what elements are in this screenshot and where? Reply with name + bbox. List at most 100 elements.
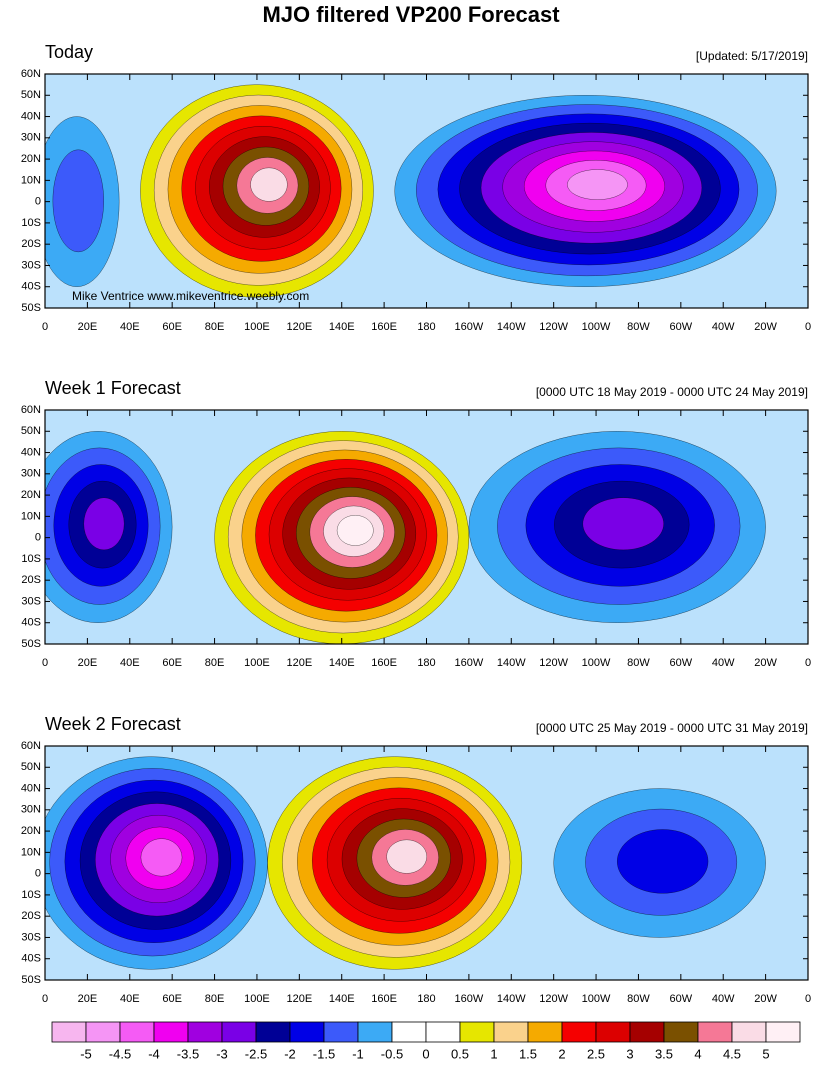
lat-label: 50S bbox=[21, 974, 41, 986]
colorbar-label: 3 bbox=[626, 1046, 633, 1061]
colorbar-label: 2 bbox=[558, 1046, 565, 1061]
lon-label: 160E bbox=[371, 657, 397, 669]
lon-label: 100E bbox=[244, 321, 270, 333]
contour-fill bbox=[617, 829, 709, 894]
lon-label: 60E bbox=[162, 657, 182, 669]
lon-label: 100E bbox=[244, 657, 270, 669]
lat-label: 50N bbox=[21, 761, 41, 773]
lon-label: 120W bbox=[539, 321, 568, 333]
lon-label: 140W bbox=[497, 657, 526, 669]
lon-label: 120E bbox=[286, 321, 312, 333]
colorbar-label: 4 bbox=[694, 1046, 701, 1061]
contour-fill bbox=[336, 515, 374, 546]
lon-label: 140W bbox=[497, 993, 526, 1005]
lon-label: 60E bbox=[162, 321, 182, 333]
lat-label: 40S bbox=[21, 617, 41, 629]
lon-label: 160W bbox=[455, 321, 484, 333]
lon-label: 60W bbox=[670, 993, 693, 1005]
lat-label: 40S bbox=[21, 953, 41, 965]
lat-label: 20S bbox=[21, 910, 41, 922]
lat-label: 20N bbox=[21, 489, 41, 501]
lat-label: 30N bbox=[21, 804, 41, 816]
panel-subtitle: [0000 UTC 18 May 2019 - 0000 UTC 24 May … bbox=[536, 385, 808, 399]
watermark: Mike Ventrice www.mikeventrice.weebly.co… bbox=[72, 289, 309, 303]
colorbar-swatch bbox=[561, 1021, 597, 1043]
colorbar-label: -0.5 bbox=[381, 1046, 403, 1061]
lon-label: 80E bbox=[205, 657, 225, 669]
figure-title: MJO filtered VP200 Forecast bbox=[262, 2, 560, 27]
colorbar-label: 0.5 bbox=[451, 1046, 469, 1061]
lon-label: 180 bbox=[417, 657, 435, 669]
colorbar-swatch bbox=[51, 1021, 87, 1043]
colorbar-swatch bbox=[187, 1021, 223, 1043]
lon-label: 100W bbox=[582, 321, 611, 333]
colorbar-label: -1.5 bbox=[313, 1046, 335, 1061]
lat-label: 40N bbox=[21, 110, 41, 122]
colorbar-swatch bbox=[323, 1021, 359, 1043]
lon-label: 100W bbox=[582, 993, 611, 1005]
lon-label: 140E bbox=[329, 657, 355, 669]
lat-label: 50N bbox=[21, 89, 41, 101]
colorbar-swatch bbox=[119, 1021, 155, 1043]
panel-subtitle: [0000 UTC 25 May 2019 - 0000 UTC 31 May … bbox=[536, 721, 808, 735]
lat-label: 10S bbox=[21, 553, 41, 565]
colorbar-swatch bbox=[221, 1021, 257, 1043]
map-panel: Week 2 Forecast [0000 UTC 25 May 2019 - 0… bbox=[21, 714, 811, 1005]
map-panel: Week 1 Forecast [0000 UTC 18 May 2019 - 0… bbox=[21, 378, 811, 669]
colorbar-label: -4.5 bbox=[109, 1046, 131, 1061]
lon-label: 60E bbox=[162, 993, 182, 1005]
lon-label: 100W bbox=[582, 657, 611, 669]
lon-label: 40W bbox=[712, 321, 735, 333]
lon-label: 180 bbox=[417, 321, 435, 333]
colorbar-label: 1 bbox=[490, 1046, 497, 1061]
colorbar-swatch bbox=[255, 1021, 291, 1043]
lat-label: 50N bbox=[21, 425, 41, 437]
lon-label: 160W bbox=[455, 657, 484, 669]
contour-fill bbox=[140, 838, 183, 877]
map-panel: Today [Updated: 5/17/2019] Mike Ventrice w… bbox=[21, 42, 811, 333]
lat-label: 20S bbox=[21, 574, 41, 586]
panel-title: Week 2 Forecast bbox=[45, 714, 181, 734]
colorbar-swatch bbox=[153, 1021, 189, 1043]
lat-label: 10N bbox=[21, 510, 41, 522]
lon-label: 40E bbox=[120, 321, 140, 333]
lat-label: 20N bbox=[21, 153, 41, 165]
colorbar-label: 3.5 bbox=[655, 1046, 673, 1061]
contours bbox=[45, 431, 766, 644]
lat-label: 0 bbox=[35, 868, 41, 880]
lat-label: 60N bbox=[21, 68, 41, 80]
lon-label: 0 bbox=[42, 321, 48, 333]
lon-label: 0 bbox=[805, 321, 811, 333]
lat-label: 30S bbox=[21, 595, 41, 607]
colorbar-swatch bbox=[765, 1021, 801, 1043]
lat-label: 10N bbox=[21, 174, 41, 186]
lat-label: 0 bbox=[35, 532, 41, 544]
colorbar-swatch bbox=[357, 1021, 393, 1043]
contour-fill bbox=[52, 149, 104, 253]
colorbar-swatch bbox=[697, 1021, 733, 1043]
colorbar-swatch bbox=[85, 1021, 121, 1043]
lat-label: 40S bbox=[21, 281, 41, 293]
contours bbox=[45, 756, 766, 970]
lat-label: 30N bbox=[21, 468, 41, 480]
lon-label: 0 bbox=[42, 993, 48, 1005]
lat-label: 50S bbox=[21, 302, 41, 314]
lon-label: 0 bbox=[42, 657, 48, 669]
lon-label: 120W bbox=[539, 993, 568, 1005]
colorbar-swatch bbox=[527, 1021, 563, 1043]
colorbar-swatch bbox=[391, 1021, 427, 1043]
colorbar-label: -2.5 bbox=[245, 1046, 267, 1061]
lon-label: 80W bbox=[627, 657, 650, 669]
lon-label: 20W bbox=[754, 657, 777, 669]
colorbar-label: -1 bbox=[352, 1046, 364, 1061]
lon-label: 160E bbox=[371, 321, 397, 333]
lon-label: 20E bbox=[78, 657, 98, 669]
colorbar-label: 2.5 bbox=[587, 1046, 605, 1061]
colorbar-label: -4 bbox=[148, 1046, 160, 1061]
lat-label: 60N bbox=[21, 740, 41, 752]
colorbar-label: -2 bbox=[284, 1046, 296, 1061]
lon-label: 80W bbox=[627, 321, 650, 333]
panel-subtitle: [Updated: 5/17/2019] bbox=[696, 49, 808, 63]
lat-label: 30N bbox=[21, 132, 41, 144]
colorbar-swatch bbox=[493, 1021, 529, 1043]
